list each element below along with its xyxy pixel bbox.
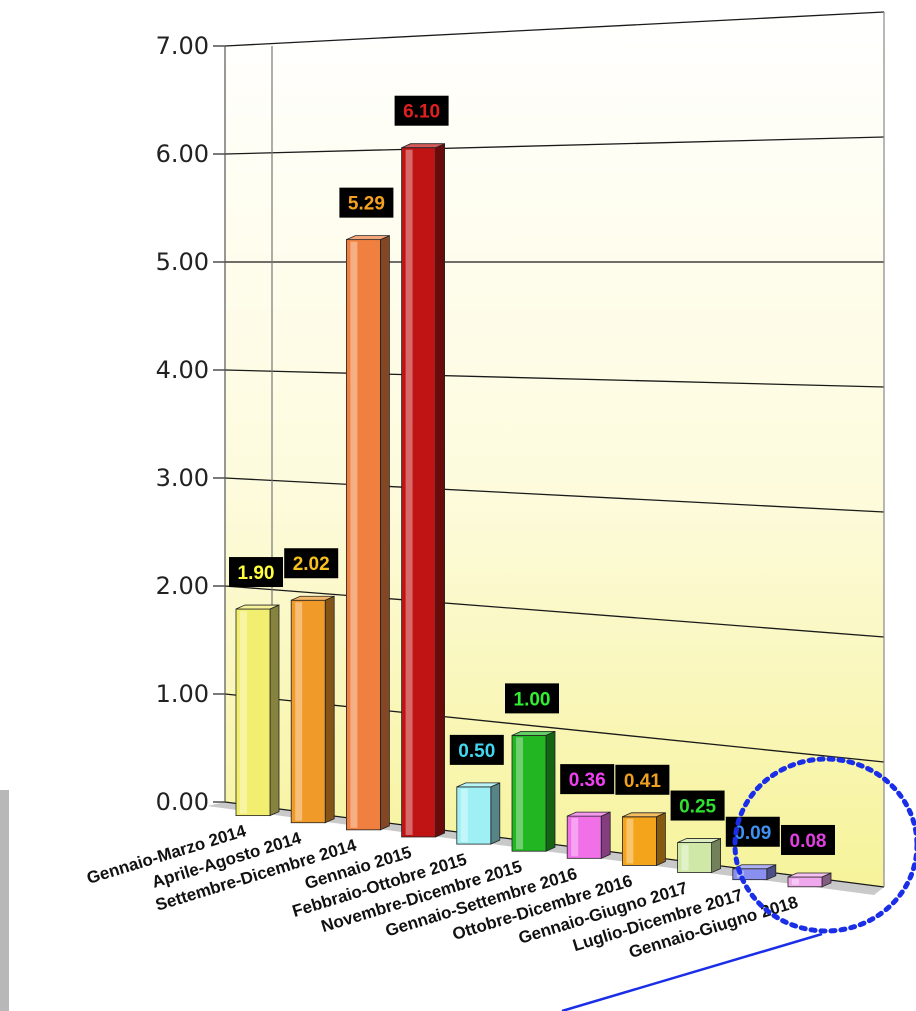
gridline (224, 477, 885, 513)
value-label-box (339, 187, 394, 218)
bar (787, 872, 832, 888)
value-label-text: 5.29 (348, 194, 385, 215)
value-label: 1.00 (505, 683, 559, 714)
value-label: 0.08 (781, 824, 835, 855)
value-label-box (781, 824, 835, 855)
bar-top (235, 604, 280, 610)
highlight-circle (732, 756, 916, 934)
value-label: 2.02 (284, 548, 339, 579)
y-tick-label: 6.00 (156, 140, 209, 168)
gridline (224, 369, 885, 388)
value-label-text: 0.36 (569, 770, 606, 791)
bar-side (324, 595, 335, 824)
bar-side (269, 604, 280, 817)
value-label-text: 0.41 (624, 771, 661, 792)
bar-top (291, 595, 335, 601)
bar-top (622, 812, 666, 818)
value-label-text: 2.02 (293, 554, 330, 575)
value-label-box (615, 764, 670, 795)
gridline (224, 585, 885, 638)
value-label-text: 0.09 (734, 823, 771, 844)
bar (566, 811, 611, 859)
bar-highlight (295, 602, 303, 821)
bar-side (656, 812, 666, 867)
bars (235, 143, 832, 888)
bar-side (490, 782, 501, 845)
bar (290, 595, 335, 824)
y-tick-label: 7.00 (156, 32, 209, 60)
bar-side (600, 811, 611, 859)
bar-highlight (626, 818, 634, 864)
value-labels: 1.90 2.02 5.29 6.10 0.50 1.00 0.36 0.41 0.25 0.09… (229, 95, 835, 855)
left-edge-bar (0, 790, 9, 1011)
bar (235, 604, 280, 817)
value-label-box (394, 95, 449, 126)
y-tick-label: 5.00 (156, 248, 209, 276)
bar (677, 837, 721, 874)
bar-highlight (240, 611, 247, 814)
bar-highlight (516, 737, 523, 850)
value-label-text: 1.90 (238, 563, 275, 584)
y-tick-label: 4.00 (156, 356, 209, 384)
value-label-text: 0.50 (458, 741, 495, 762)
bar-highlight (350, 241, 358, 828)
bar (622, 812, 666, 867)
value-label-box (670, 790, 725, 821)
bar-top (511, 730, 556, 736)
decorations (0, 756, 916, 1011)
y-tick-label: 1.00 (156, 680, 209, 708)
bar-highlight (571, 818, 579, 857)
bar (345, 235, 390, 831)
gridline (224, 11, 885, 47)
value-label-box (560, 764, 615, 795)
bar-top (401, 143, 445, 149)
value-label: 0.41 (615, 764, 670, 795)
gridline (224, 693, 885, 763)
bar-side (711, 837, 721, 874)
bar-top (346, 235, 390, 241)
y-axis-ticks: 0.00 1.00 2.00 3.00 4.00 5.00 6.00 7.00 (156, 32, 209, 816)
y-tick-label: 3.00 (156, 464, 209, 492)
bar-side (379, 235, 390, 831)
gridline (224, 136, 885, 155)
value-label-text: 0.08 (790, 831, 827, 852)
bar-top (787, 872, 832, 878)
bar-highlight (792, 878, 799, 885)
value-label-text: 1.00 (514, 689, 551, 710)
bar-highlight (681, 844, 689, 871)
value-label-box (449, 734, 504, 765)
value-label: 6.10 (394, 95, 449, 126)
bar (401, 143, 446, 838)
y-tick-label: 2.00 (156, 572, 209, 600)
gridlines (213, 11, 885, 888)
value-label-box (229, 557, 283, 588)
bar-highlight (460, 788, 468, 843)
y-tick-label: 0.00 (156, 788, 209, 816)
value-label: 0.36 (560, 764, 615, 795)
value-label-text: 0.25 (679, 797, 716, 818)
bar-highlight (405, 149, 413, 835)
value-label-box (505, 683, 559, 714)
value-label-text: 6.10 (403, 102, 440, 123)
value-label: 1.90 (229, 557, 283, 588)
bar-top (456, 782, 500, 788)
value-label: 0.25 (670, 790, 725, 821)
bar-top (567, 811, 611, 817)
bar-side (545, 730, 556, 852)
value-label: 0.50 (449, 734, 504, 765)
bar (511, 730, 556, 852)
bar (456, 782, 501, 845)
bar-side (435, 143, 446, 838)
value-label-box (284, 548, 339, 579)
value-label: 5.29 (339, 187, 394, 218)
blue-underline (561, 932, 823, 1011)
bar-top (677, 838, 721, 843)
